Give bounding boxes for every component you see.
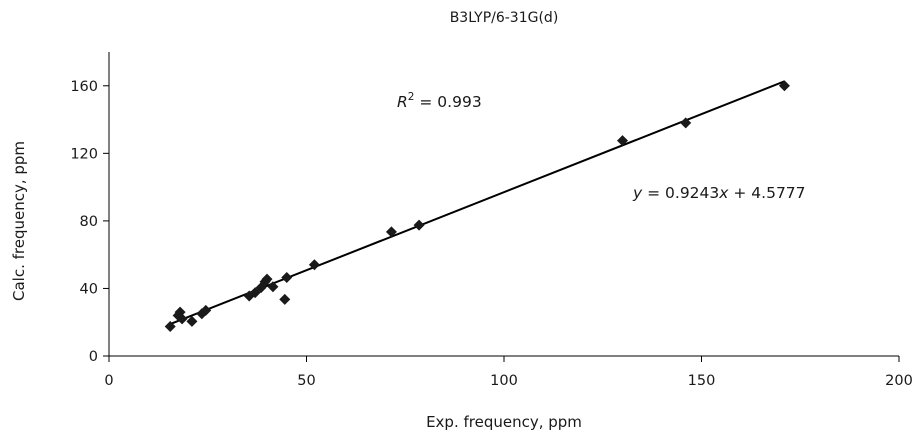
data-point-marker	[261, 273, 273, 285]
data-points	[164, 80, 790, 332]
x-axis-ticks: 0 50 100 150 200	[104, 356, 913, 389]
equation-y: y	[632, 184, 643, 202]
x-tick-label: 0	[104, 373, 113, 389]
data-point-marker	[200, 304, 212, 316]
equation-x: x	[718, 184, 729, 202]
y-axis-label: Calc. frequency, ppm	[10, 141, 28, 301]
x-tick-label: 200	[885, 373, 913, 389]
r-squared-annotation: R2 = 0.993	[397, 91, 482, 111]
regression-equation: y = 0.9243x + 4.5777	[632, 184, 806, 202]
data-point-marker	[267, 281, 279, 293]
r-squared-exponent: 2	[408, 91, 415, 103]
data-point-marker	[281, 271, 293, 283]
chart-title: B3LYP/6-31G(d)	[450, 10, 559, 26]
y-tick-label: 120	[70, 146, 98, 162]
y-tick-label: 80	[80, 214, 98, 230]
y-tick-label: 40	[80, 281, 98, 297]
data-point-marker	[176, 313, 188, 325]
data-point-marker	[164, 320, 176, 332]
r-squared-value: = 0.993	[414, 93, 481, 111]
equation-intercept: + 4.5777	[728, 184, 805, 202]
y-tick-label: 160	[70, 79, 98, 95]
y-tick-label: 0	[89, 349, 98, 365]
x-axis-label: Exp. frequency, ppm	[426, 413, 582, 431]
x-tick-label: 150	[688, 373, 716, 389]
data-point-marker	[680, 117, 692, 129]
equation-slope: = 0.9243	[642, 184, 719, 202]
data-point-marker	[385, 226, 397, 238]
x-tick-label: 50	[297, 373, 315, 389]
x-tick-label: 100	[490, 373, 518, 389]
r-squared-symbol: R	[397, 93, 408, 111]
data-point-marker	[308, 259, 320, 271]
data-point-marker	[617, 135, 628, 147]
y-axis-ticks: 0 40 80 120 160	[70, 79, 109, 365]
data-point-marker	[778, 80, 790, 92]
data-point-marker	[186, 315, 198, 327]
data-point-marker	[413, 219, 425, 231]
data-point-marker	[279, 293, 291, 305]
